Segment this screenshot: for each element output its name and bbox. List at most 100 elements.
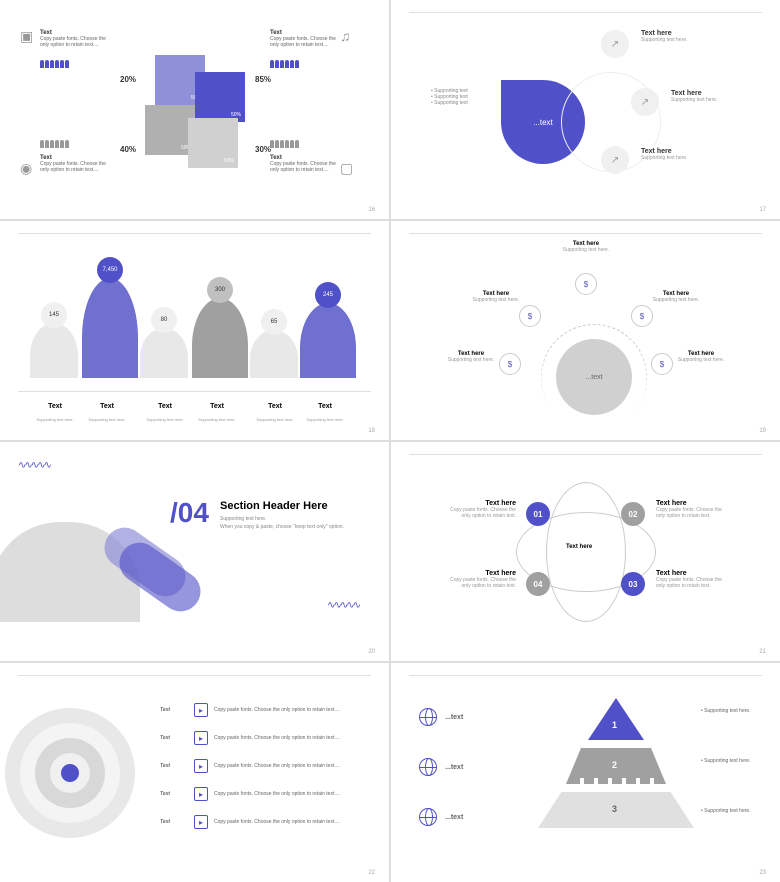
slide-17: ...text• Supporting text• Supporting tex… xyxy=(391,0,780,219)
venn-item: Text hereCopy paste fonts. Choose the on… xyxy=(656,500,726,519)
bump-sublabel: Supporting text here. xyxy=(250,417,300,422)
wavy-decoration: ∿∿∿∿∿ xyxy=(18,460,50,471)
page-number: 20 xyxy=(368,649,375,655)
list-icon: ▸ xyxy=(194,815,208,829)
bump-label: Text xyxy=(140,403,190,410)
percent-label: 20% xyxy=(120,75,136,84)
bump-label: Text xyxy=(192,403,242,410)
radial-item: Text hereSupporting text here. xyxy=(671,351,731,363)
venn-center-label: Text here xyxy=(566,544,592,550)
value-bubble: 7,450 xyxy=(97,257,123,283)
square: 50% xyxy=(195,72,245,122)
value-bubble: 300 xyxy=(207,277,233,303)
page-number: 21 xyxy=(759,649,766,655)
section-number: /04 xyxy=(170,497,209,529)
pyramid-pillar xyxy=(622,778,626,792)
slide-21: Text here 01 02 04 03 Text hereCopy paste fo… xyxy=(391,442,780,661)
page-number: 16 xyxy=(368,207,375,213)
percent-label: 40% xyxy=(120,145,136,154)
pyramid-left-item: ...text xyxy=(419,808,463,826)
list-icon: ▸ xyxy=(194,703,208,717)
pyramid-pillar xyxy=(594,778,598,792)
pyramid-number: 2 xyxy=(612,760,617,770)
people-icons xyxy=(270,60,299,68)
corner-text: TextCopy paste fonts. Choose the only op… xyxy=(270,30,340,48)
corner-text: TextCopy paste fonts. Choose the only op… xyxy=(270,155,340,173)
bullet-list: • Supporting text• Supporting text• Supp… xyxy=(431,88,468,106)
globe-icon xyxy=(419,708,437,726)
radial-item: Text hereSupporting text here. xyxy=(646,291,706,303)
pyramid-pillar xyxy=(636,778,640,792)
globe-icon xyxy=(419,758,437,776)
square: 50% xyxy=(188,118,238,168)
growth-icon: ↗ xyxy=(601,146,629,174)
bump-sublabel: Supporting text here. xyxy=(192,417,242,422)
slide-22: Text▸Copy paste fonts. Choose the only o… xyxy=(0,663,389,882)
target-ring xyxy=(61,764,79,782)
slide-20: ∿∿∿∿∿ ∿∿∿∿∿ /04 Section Header Here Supp… xyxy=(0,442,389,661)
globe-icon xyxy=(419,808,437,826)
bump-sublabel: Supporting text here. xyxy=(82,417,132,422)
venn-number: 03 xyxy=(621,572,645,596)
target-list-item: Text▸Copy paste fonts. Choose the only o… xyxy=(160,731,340,745)
pyramid-right-item: • Supporting text here. xyxy=(701,758,751,764)
bump-chart-bar xyxy=(300,303,356,378)
headphones-icon: ♫ xyxy=(340,28,351,44)
list-icon: ▸ xyxy=(194,731,208,745)
people-icons xyxy=(40,140,69,148)
venn-number: 04 xyxy=(526,572,550,596)
bump-chart-bar xyxy=(192,298,248,378)
bump-label: Text xyxy=(300,403,350,410)
dollar-icon: $ xyxy=(651,353,673,375)
radial-item: Text hereSupporting text here. xyxy=(441,351,501,363)
slide-grid: 50%50%50%50%TextCopy paste fonts. Choose… xyxy=(0,0,780,882)
list-icon: ▸ xyxy=(194,787,208,801)
page-number: 17 xyxy=(759,207,766,213)
section-header: Section Header Here xyxy=(220,500,328,512)
growth-icon: ↗ xyxy=(601,30,629,58)
image-icon: ▢ xyxy=(340,160,353,177)
venn-item: Text hereCopy paste fonts. Choose the on… xyxy=(656,570,726,589)
corner-text: TextCopy paste fonts. Choose the only op… xyxy=(40,30,110,48)
bump-label: Text xyxy=(30,403,80,410)
value-bubble: 65 xyxy=(261,309,287,335)
petal-item: Text hereSupporting text here. xyxy=(641,30,687,43)
pyramid-level-1 xyxy=(588,698,644,740)
value-bubble: 245 xyxy=(315,282,341,308)
dollar-icon: $ xyxy=(575,273,597,295)
pyramid-left-item: ...text xyxy=(419,708,463,726)
pyramid-pillar xyxy=(580,778,584,792)
venn-item: Text hereCopy paste fonts. Choose the on… xyxy=(446,570,516,589)
slide-19: ...textText hereSupporting text here.Tex… xyxy=(391,221,780,440)
slide-16: 50%50%50%50%TextCopy paste fonts. Choose… xyxy=(0,0,389,219)
bump-chart-bar xyxy=(30,323,78,378)
bump-label: Text xyxy=(250,403,300,410)
bump-sublabel: Supporting text here. xyxy=(30,417,80,422)
target-list-item: Text▸Copy paste fonts. Choose the only o… xyxy=(160,703,340,717)
growth-icon: ↗ xyxy=(631,88,659,116)
section-sub: When you copy & paste, choose "keep text… xyxy=(220,524,344,530)
page-number: 18 xyxy=(368,428,375,434)
value-bubble: 80 xyxy=(151,307,177,333)
venn-number: 02 xyxy=(621,502,645,526)
pyramid-pillar xyxy=(650,778,654,792)
pyramid-right-item: • Supporting text here. xyxy=(701,708,751,714)
bump-sublabel: Supporting text here. xyxy=(140,417,190,422)
target-list-item: Text▸Copy paste fonts. Choose the only o… xyxy=(160,787,340,801)
slide-23: 123...text...text...text• Supporting tex… xyxy=(391,663,780,882)
petal-item: Text hereSupporting text here. xyxy=(671,90,717,103)
page-number: 23 xyxy=(759,870,766,876)
dollar-icon: $ xyxy=(499,353,521,375)
camera-icon: ◉ xyxy=(20,160,32,177)
bump-sublabel: Supporting text here. xyxy=(300,417,350,422)
bump-chart-bar xyxy=(82,278,138,378)
bump-chart-bar xyxy=(250,330,298,378)
pyramid-number: 3 xyxy=(612,804,617,814)
percent-label: 85% xyxy=(255,75,271,84)
pyramid-pillar xyxy=(608,778,612,792)
bump-label: Text xyxy=(82,403,132,410)
target-list-item: Text▸Copy paste fonts. Choose the only o… xyxy=(160,815,340,829)
venn-number: 01 xyxy=(526,502,550,526)
percent-label: 30% xyxy=(255,145,271,154)
target-list-item: Text▸Copy paste fonts. Choose the only o… xyxy=(160,759,340,773)
